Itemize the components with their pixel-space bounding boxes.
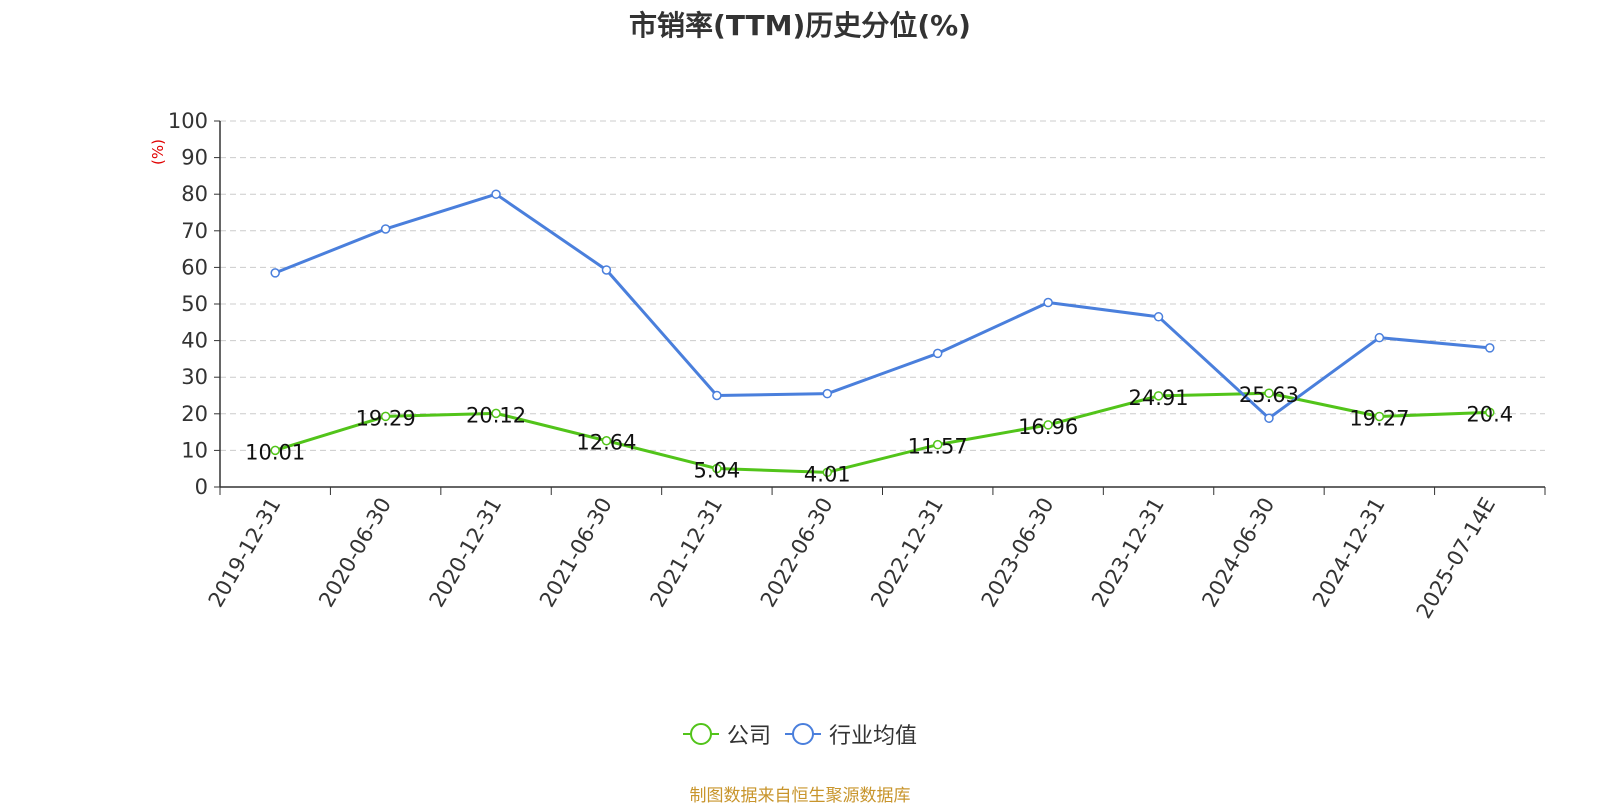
data-point bbox=[380, 411, 391, 422]
data-point bbox=[822, 467, 833, 478]
data-point bbox=[1485, 343, 1495, 353]
legend-item-company[interactable]: 公司 bbox=[682, 718, 771, 750]
data-point bbox=[1374, 332, 1385, 343]
chart-title: 市销率(TTM)历史分位(%) bbox=[629, 9, 971, 42]
legend: 公司 行业均值 bbox=[0, 718, 1600, 750]
data-point bbox=[601, 265, 612, 275]
data-point bbox=[1153, 312, 1164, 322]
x-tick-label: 2022-12-31 bbox=[866, 494, 948, 612]
x-tick-label: 2021-12-31 bbox=[645, 494, 727, 612]
data-point bbox=[270, 268, 280, 278]
source-note: 制图数据来自恒生聚源数据库 bbox=[689, 786, 911, 806]
data-label: 24.91 bbox=[1128, 386, 1188, 410]
y-tick-label: 100 bbox=[168, 109, 208, 133]
data-point bbox=[601, 435, 612, 446]
y-tick-label: 80 bbox=[181, 182, 208, 206]
data-label: 11.57 bbox=[908, 435, 968, 459]
data-label: 19.29 bbox=[356, 406, 416, 430]
data-point bbox=[712, 390, 722, 401]
data-label: 20.12 bbox=[466, 403, 526, 427]
data-point bbox=[1043, 420, 1053, 430]
x-tick-label: 2025-07-14E bbox=[1412, 494, 1500, 623]
y-tick-label: 40 bbox=[181, 329, 208, 353]
data-point bbox=[1374, 411, 1385, 422]
data-point bbox=[822, 388, 833, 399]
x-tick-label: 2020-12-31 bbox=[425, 494, 507, 612]
x-tick-labels: 2019-12-31 2020-06-30 2020-12-31 2021-06-30… bbox=[204, 494, 1500, 623]
legend-industry-icon bbox=[785, 723, 821, 745]
data-point bbox=[380, 224, 391, 234]
legend-item-industry[interactable]: 行业均值 bbox=[785, 718, 917, 750]
x-tick-label: 2020-06-30 bbox=[314, 494, 396, 612]
data-point bbox=[1264, 388, 1274, 398]
data-label: 25.63 bbox=[1239, 383, 1299, 407]
data-label: 10.01 bbox=[245, 440, 305, 464]
series-line-0 bbox=[274, 391, 1490, 474]
data-point bbox=[1153, 391, 1164, 401]
legend-company-icon bbox=[682, 723, 719, 745]
x-tick-label: 2024-12-31 bbox=[1308, 494, 1390, 612]
data-label: 19.27 bbox=[1349, 406, 1409, 430]
data-point bbox=[270, 445, 280, 456]
y-tick-label: 30 bbox=[181, 365, 208, 389]
data-label: 4.01 bbox=[804, 462, 851, 486]
data-point bbox=[491, 189, 501, 199]
x-tick-label: 2023-12-31 bbox=[1087, 494, 1169, 612]
legend-company-label: 公司 bbox=[726, 724, 771, 749]
x-tick-label: 2024-06-30 bbox=[1197, 494, 1279, 612]
y-tick-label: 60 bbox=[181, 255, 208, 279]
x-tick-label: 2021-06-30 bbox=[535, 494, 617, 612]
series-points bbox=[270, 189, 1495, 478]
data-point bbox=[1043, 297, 1053, 308]
data-labels: 10.01 19.29 20.12 12.64 5.04 4.01 11.57 16.96 24… bbox=[245, 383, 1513, 486]
data-point bbox=[1264, 413, 1274, 423]
data-label: 20.4 bbox=[1466, 402, 1513, 426]
y-tick-label: 50 bbox=[181, 292, 208, 316]
data-point bbox=[712, 463, 722, 474]
series-lines bbox=[274, 192, 1490, 474]
data-point bbox=[1485, 407, 1495, 418]
y-tick-label: 70 bbox=[181, 219, 208, 243]
y-tick-label: 10 bbox=[181, 438, 208, 462]
y-axis-label: (%) bbox=[149, 139, 167, 165]
x-tick-label: 2019-12-31 bbox=[204, 494, 286, 612]
data-label: 16.96 bbox=[1018, 415, 1078, 439]
x-tick-label: 2023-06-30 bbox=[977, 494, 1059, 612]
axes bbox=[214, 120, 1546, 495]
y-tick-label: 90 bbox=[181, 146, 208, 170]
data-point bbox=[932, 348, 943, 359]
y-tick-label: 20 bbox=[181, 402, 208, 426]
data-point bbox=[491, 408, 501, 419]
data-label: 12.64 bbox=[576, 431, 636, 455]
y-tick-labels: 0 10 20 30 40 50 60 70 80 90 100 bbox=[168, 109, 208, 499]
legend-industry-label: 行业均值 bbox=[829, 724, 918, 749]
grid-lines bbox=[220, 120, 1545, 451]
x-tick-label: 2022-06-30 bbox=[756, 494, 838, 612]
series-line-1 bbox=[274, 192, 1490, 420]
y-tick-label: 0 bbox=[195, 475, 208, 499]
data-point bbox=[932, 439, 943, 450]
data-label: 5.04 bbox=[693, 459, 740, 483]
